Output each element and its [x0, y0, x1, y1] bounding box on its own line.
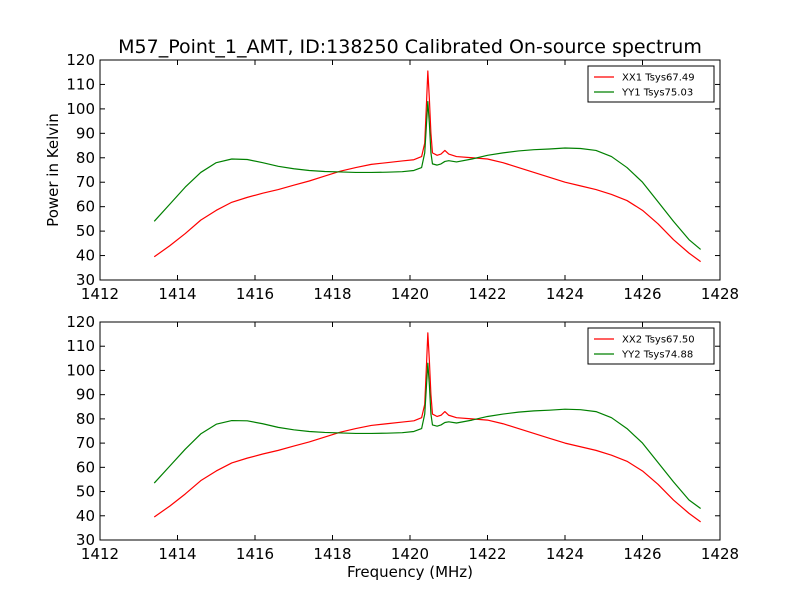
legend: XX1 Tsys67.49 YY1 Tsys75.03	[587, 65, 715, 103]
legend-box	[587, 327, 715, 365]
x-tick-label: 1426	[623, 545, 661, 563]
x-tick-label: 1416	[236, 285, 274, 303]
plots-container: 1412 1414 1416 1418 1420 1422 1424 1426 1428 30 40…	[44, 51, 739, 581]
x-tick-label: 1414	[158, 545, 196, 563]
y-tick-label: 80	[76, 410, 95, 428]
x-tick-label: 1420	[391, 285, 429, 303]
legend-entry-label: YY2 Tsys74.88	[621, 350, 693, 361]
x-tick-label: 1412	[81, 285, 119, 303]
y-tick-label: 40	[76, 247, 95, 265]
y-tick-label: 50	[76, 222, 95, 240]
y-tick-label: 40	[76, 507, 95, 525]
plot-panel-1: 1412 1414 1416 1418 1420 1422 1424 1426 1428 30 40…	[44, 51, 739, 303]
legend-entry-label: YY1 Tsys75.03	[621, 88, 693, 99]
legend: XX2 Tsys67.50 YY2 Tsys74.88	[587, 327, 715, 365]
series-line-yy1	[153, 100, 702, 250]
series-line-xx2	[153, 332, 701, 523]
y-tick-label: 80	[76, 149, 95, 167]
y-tick-label: 120	[66, 51, 95, 69]
x-tick-label: 1424	[546, 285, 584, 303]
series-line-yy2	[153, 362, 701, 509]
y-tick-label: 100	[66, 100, 95, 118]
y-tick-label: 30	[76, 271, 95, 289]
y-tick-label: 90	[76, 386, 95, 404]
x-axis-label: Frequency (MHz)	[347, 563, 473, 581]
y-tick-label: 70	[76, 434, 95, 452]
legend-entry-label: XX2 Tsys67.50	[622, 335, 695, 346]
x-tick-label: 1414	[158, 285, 196, 303]
y-tick-label: 100	[66, 361, 95, 379]
x-tick-label: 1422	[468, 285, 506, 303]
x-tick-label: 1418	[313, 545, 351, 563]
figure-title: M57_Point_1_AMT, ID:138250 Calibrated On…	[118, 36, 702, 58]
y-tick-label: 30	[76, 531, 95, 549]
y-tick-label: 60	[76, 458, 95, 476]
y-tick-label: 60	[76, 198, 95, 216]
x-tick-label: 1418	[313, 285, 351, 303]
x-tick-label: 1424	[546, 545, 584, 563]
x-tick-label: 1420	[391, 545, 429, 563]
x-tick-label: 1422	[468, 545, 506, 563]
y-tick-label: 120	[66, 313, 95, 331]
legend-entry-label: XX1 Tsys67.49	[622, 73, 695, 84]
x-tick-label: 1426	[623, 285, 661, 303]
y-tick-label: 110	[66, 75, 95, 93]
y-tick-label: 70	[76, 173, 95, 191]
series-line-xx1	[153, 70, 701, 263]
x-tick-label: 1416	[236, 545, 274, 563]
y-axis-label: Power in Kelvin	[44, 113, 62, 227]
y-tick-label: 110	[66, 337, 95, 355]
y-tick-label: 50	[76, 483, 95, 501]
legend-box	[587, 65, 715, 103]
x-tick-label: 1428	[701, 545, 739, 563]
y-tick-label: 90	[76, 124, 95, 142]
x-tick-label: 1412	[81, 545, 119, 563]
x-tick-label: 1428	[701, 285, 739, 303]
plot-panel-2: 1412 1414 1416 1418 1420 1422 1424 1426 1428 30 40…	[66, 313, 739, 581]
